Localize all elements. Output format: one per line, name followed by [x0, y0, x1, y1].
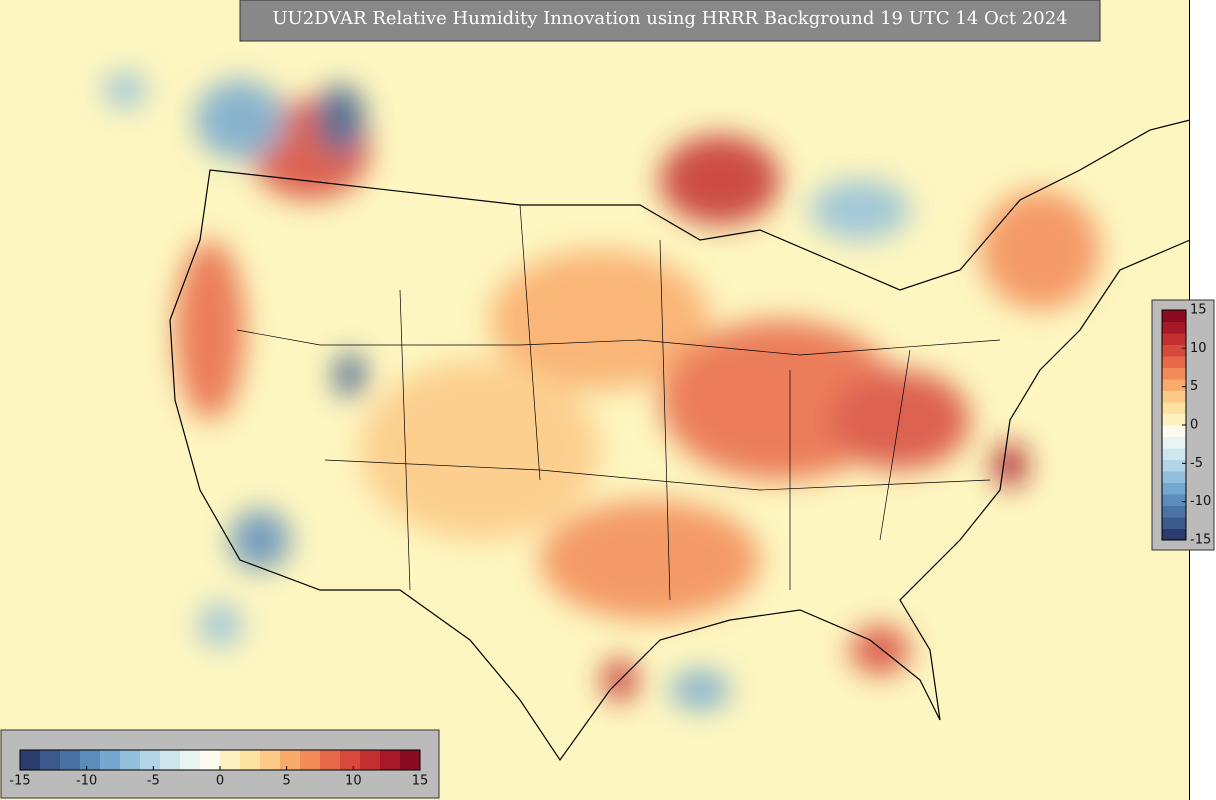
border-north: [169, 119, 1191, 321]
tick-label: 10: [1190, 341, 1207, 356]
tick-label: 0: [1190, 418, 1198, 433]
color-swatch: [280, 750, 301, 770]
color-swatch: [360, 750, 381, 770]
color-swatch: [320, 750, 341, 770]
tick-label: -15: [9, 774, 30, 789]
color-swatch: [1162, 482, 1186, 495]
color-swatch: [1162, 448, 1186, 460]
color-swatch: [120, 750, 141, 770]
colorbar-vertical: 15 10 5 0 -5 -10 -15: [1161, 303, 1211, 548]
tick-label: -5: [147, 774, 160, 789]
tick-label: -10: [1190, 494, 1211, 509]
color-swatch: [60, 750, 81, 770]
color-swatch: [1162, 379, 1186, 391]
color-swatch: [1162, 436, 1186, 449]
color-swatch: [220, 750, 241, 770]
tick-label: -15: [1190, 533, 1211, 548]
coastline: [169, 239, 1191, 762]
color-swatch: [1162, 517, 1186, 529]
colorbar-horizontal: -15 -10 -5 0 5 10 15: [9, 749, 429, 789]
color-swatch: [340, 750, 361, 770]
tick-label: 15: [1190, 303, 1207, 318]
color-swatch: [1162, 356, 1186, 368]
color-swatch: [1162, 505, 1186, 518]
color-swatch: [380, 750, 401, 770]
color-swatch: [160, 750, 181, 770]
color-swatch: [1162, 333, 1186, 345]
color-swatch: [1162, 425, 1186, 437]
color-swatch: [260, 750, 281, 770]
color-swatch: [80, 750, 101, 770]
color-swatch: [1162, 528, 1186, 541]
map-background: [0, 0, 1190, 800]
color-swatch: [1162, 344, 1186, 357]
title: UU2DVAR Relative Humidity Innovation usi…: [272, 8, 1067, 29]
state-lines: [236, 204, 1001, 601]
tick-label: 10: [345, 774, 362, 789]
color-swatch: [240, 750, 261, 770]
color-swatch: [1162, 471, 1186, 483]
color-swatch: [300, 750, 321, 770]
tick-label: 5: [1190, 379, 1198, 394]
borders: [169, 119, 1191, 762]
color-swatch: [1162, 459, 1186, 472]
humidity-field: [103, 72, 1100, 710]
color-swatch: [180, 750, 201, 770]
color-swatch: [100, 750, 121, 770]
title-box: [239, 0, 1101, 42]
color-swatch: [1162, 390, 1186, 403]
tick-label: 5: [283, 774, 291, 789]
color-swatch: [1162, 367, 1186, 380]
color-swatch: [1162, 402, 1186, 414]
color-swatch: [20, 750, 41, 770]
color-swatch: [200, 750, 221, 770]
color-swatch: [400, 750, 421, 770]
color-swatch: [1162, 413, 1186, 426]
tick-label: 15: [412, 774, 429, 789]
color-swatch: [1162, 321, 1186, 334]
color-swatch: [1162, 494, 1186, 506]
tick-label: 0: [216, 774, 224, 789]
color-swatch: [140, 750, 161, 770]
tick-label: -10: [76, 774, 97, 789]
color-swatch: [1162, 310, 1186, 322]
tick-label: -5: [1190, 456, 1203, 471]
color-swatch: [40, 750, 61, 770]
